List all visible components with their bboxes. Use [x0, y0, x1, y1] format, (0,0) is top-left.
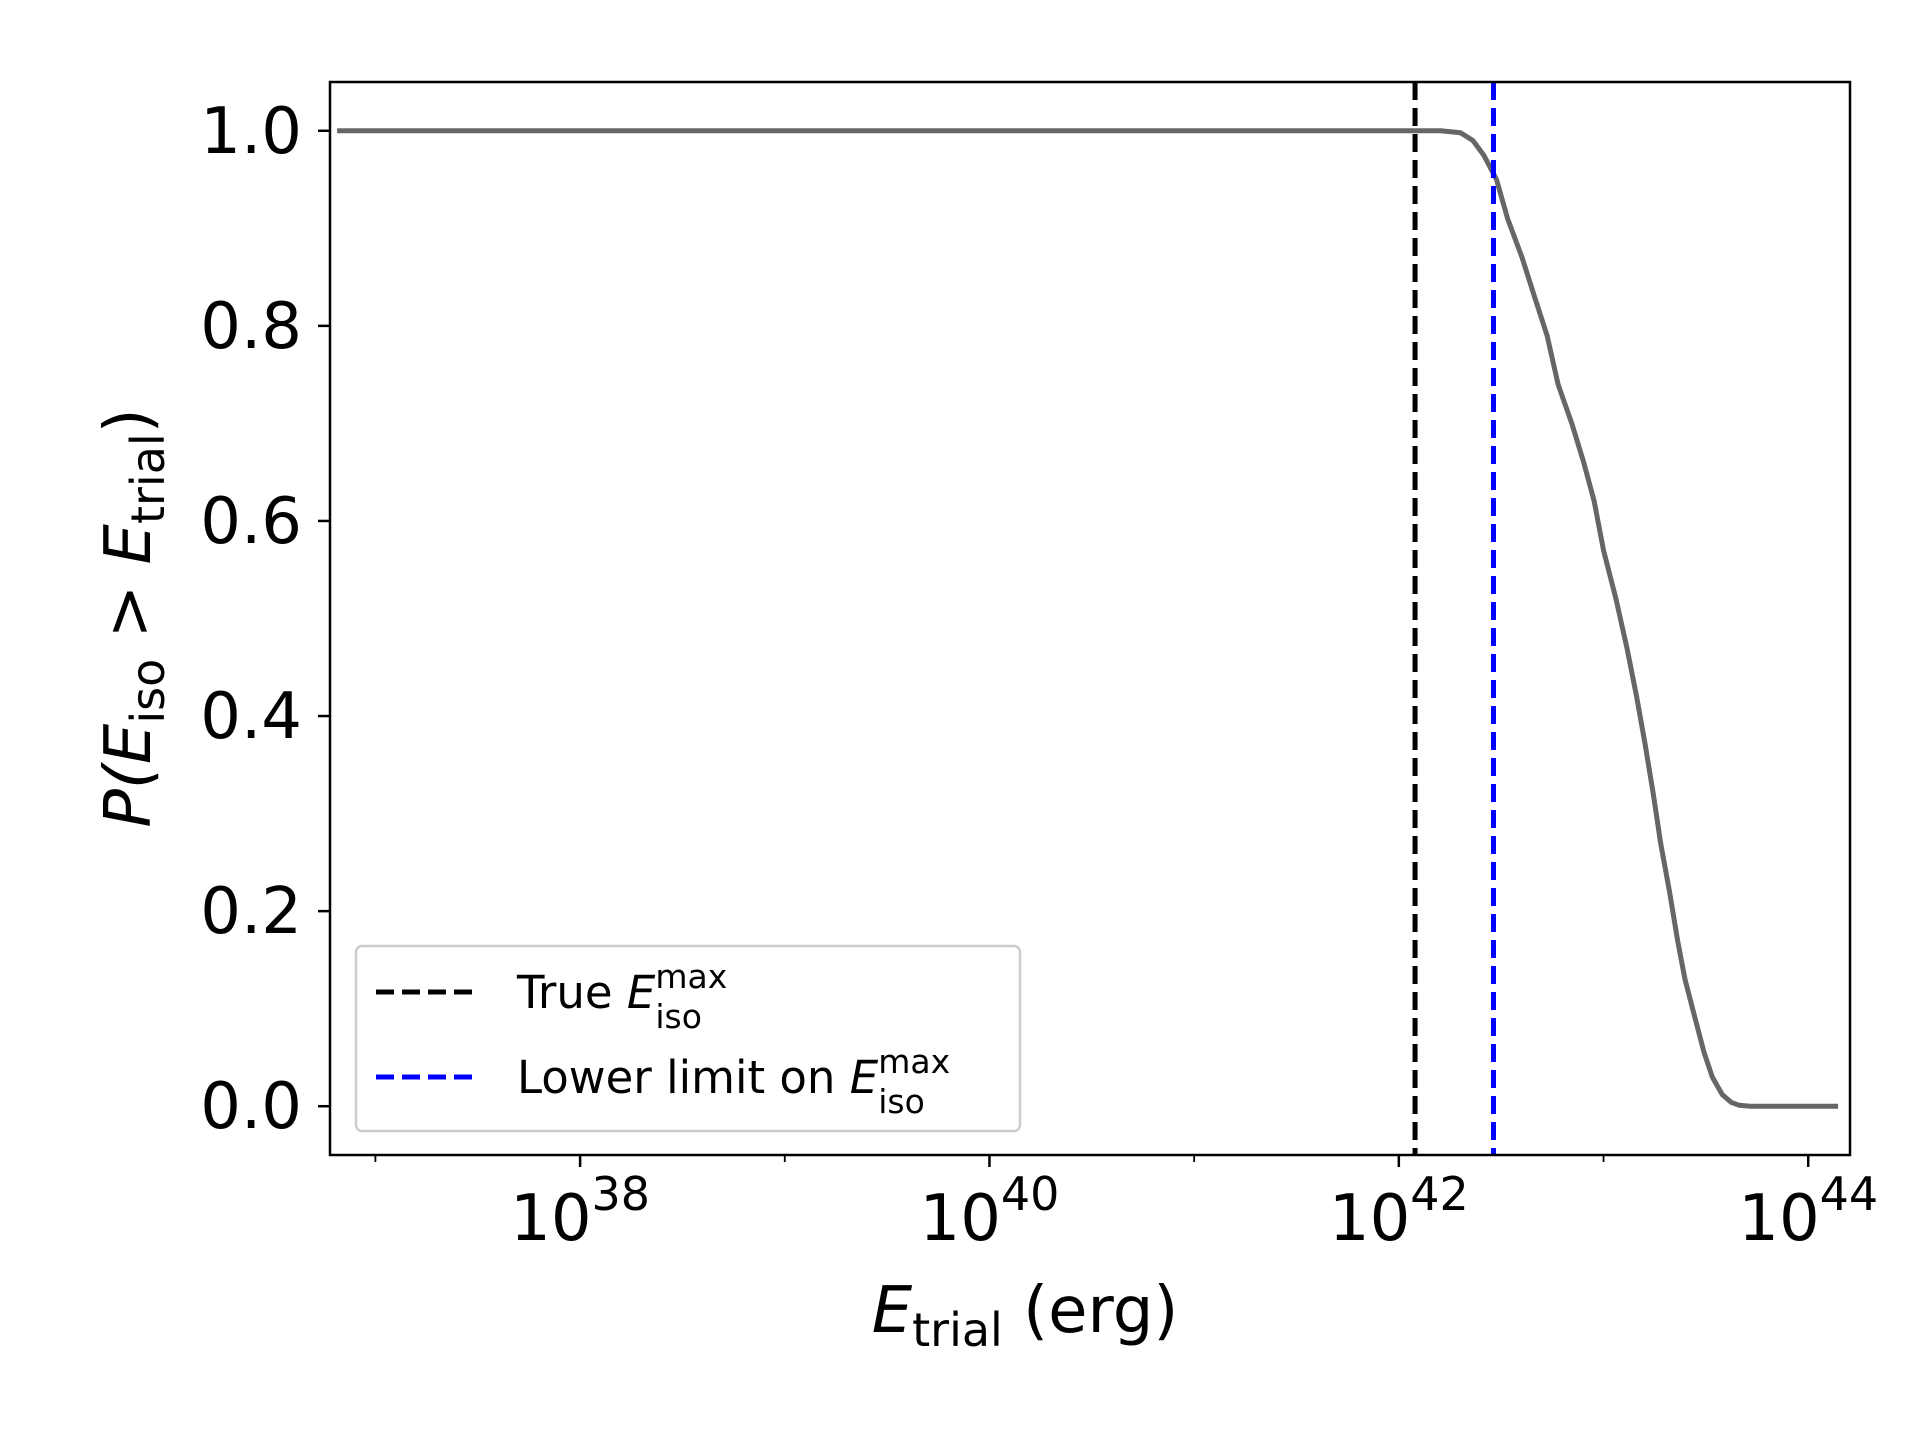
lines-layer: [337, 82, 1839, 1155]
y-tick-label: 0.2: [200, 875, 302, 949]
legend-label-variable: E: [627, 966, 656, 1019]
y-tick-label: 1.0: [200, 95, 302, 169]
legend-label-superscript: max: [655, 957, 727, 996]
y-axis-label-var2: E: [92, 523, 166, 564]
y-tick-label: 0.6: [200, 485, 302, 559]
legend-label-text: Lower limit on: [517, 1051, 850, 1104]
y-tick-label: 0.4: [200, 680, 302, 754]
x-tick-exponent: 38: [592, 1167, 651, 1221]
legend-label: True Emax iso: [516, 957, 727, 1036]
x-tick-base: 10: [1738, 1182, 1819, 1256]
plot-area-frame: [328, 80, 1852, 1157]
series-line: [337, 128, 1839, 1109]
x-tick-label: 1040: [919, 1167, 1059, 1256]
x-tick-exponent: 44: [1820, 1167, 1879, 1221]
y-axis-label-sub2: trial: [121, 433, 175, 524]
x-tick-base: 10: [919, 1182, 1000, 1256]
legend-label-subscript: iso: [655, 997, 702, 1036]
x-tick-label: 1038: [510, 1167, 650, 1256]
x-axis-label-unit: (erg): [1003, 1274, 1178, 1348]
legend-label-variable: E: [850, 1051, 879, 1104]
x-axis-label-subscript: trial: [912, 1303, 1003, 1357]
y-axis-label-operator: >: [92, 564, 166, 658]
y-axis-label-sub1: iso: [121, 659, 175, 724]
y-axis-label-var1: E: [92, 723, 166, 764]
legend-label-text: True: [516, 966, 627, 1019]
legend-label-subscript: iso: [878, 1082, 925, 1121]
x-tick-label: 1042: [1329, 1167, 1469, 1256]
x-axis-label: Etrial (erg): [872, 1274, 1179, 1357]
legend-label: Lower limit on Emax iso: [517, 1042, 950, 1121]
y-axis-label-prefix: P(: [92, 761, 166, 828]
x-axis-label-variable: E: [872, 1274, 913, 1348]
legend-box: [354, 944, 1022, 1133]
x-tick-label: 1044: [1738, 1167, 1878, 1256]
x-tick-base: 10: [510, 1182, 591, 1256]
legend-label-superscript: max: [878, 1042, 950, 1081]
x-tick-exponent: 40: [1001, 1167, 1060, 1221]
x-tick-base: 10: [1329, 1182, 1410, 1256]
y-axis-label-suffix: ): [92, 408, 166, 433]
y-tick-label: 0.0: [200, 1070, 302, 1144]
x-tick-exponent: 42: [1410, 1167, 1469, 1221]
y-tick-label: 0.8: [200, 290, 302, 364]
y-axis-label: P(Eiso > Etrial): [92, 408, 175, 827]
